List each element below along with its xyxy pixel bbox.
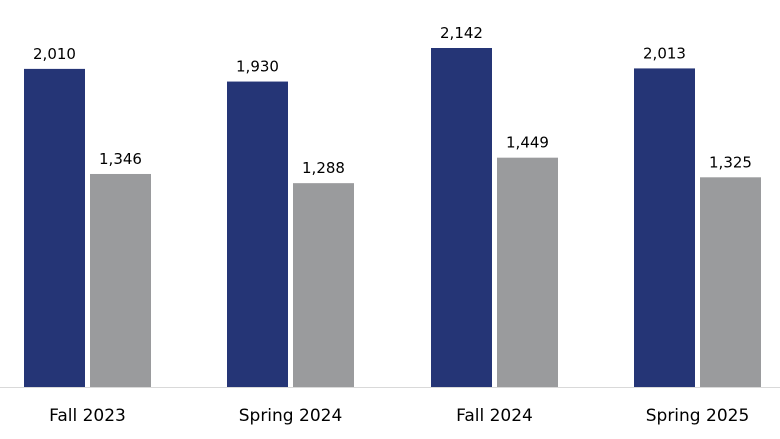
x-tick-label: Spring 2024 [239, 406, 343, 426]
bar-series-1-spring-2024 [227, 81, 288, 387]
data-label: 1,449 [506, 134, 549, 152]
x-tick-label: Fall 2023 [49, 406, 126, 426]
bar-series-1-spring-2025 [634, 68, 695, 388]
bar-series-2-spring-2025 [700, 177, 761, 387]
data-label: 1,346 [99, 150, 142, 168]
value-labels-layer: 2,010 1,346 1,930 1,288 2,142 1,449 2,013 1,325 [33, 24, 752, 177]
data-label: 2,013 [643, 44, 686, 62]
bar-series-2-fall-2023 [90, 173, 151, 387]
data-label: 1,325 [709, 153, 752, 171]
x-tick-label: Fall 2024 [456, 406, 533, 426]
category-labels-layer: Fall 2023 Spring 2024 Fall 2024 Spring 2025 [49, 406, 749, 426]
data-label: 2,142 [440, 24, 483, 42]
bar-series-1-fall-2024 [431, 48, 492, 387]
data-label: 1,288 [302, 159, 345, 177]
bar-series-2-spring-2024 [293, 183, 354, 387]
bars-layer [24, 48, 761, 388]
bar-series-1-fall-2023 [24, 68, 85, 388]
x-tick-label: Spring 2025 [646, 406, 750, 426]
data-label: 2,010 [33, 45, 76, 63]
data-label: 1,930 [236, 58, 279, 76]
bar-series-2-fall-2024 [497, 157, 558, 387]
